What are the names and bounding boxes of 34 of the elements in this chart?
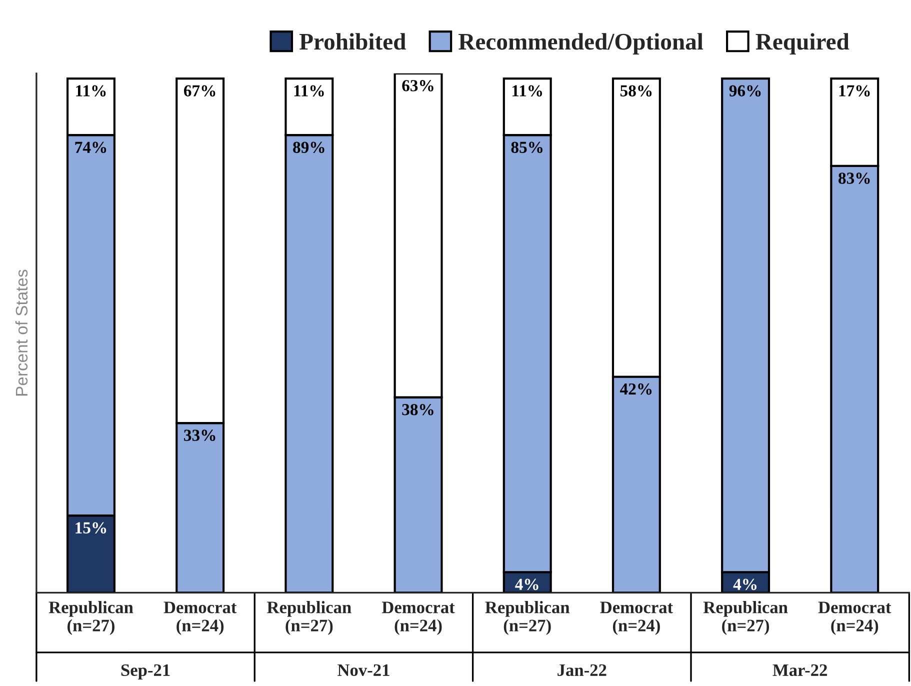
x-tick-label: Democrat (n=24) — [164, 602, 237, 635]
y-axis-title: Percent of States — [15, 270, 28, 396]
data-label: 11% — [294, 85, 324, 96]
legend-label: Required — [756, 33, 850, 55]
data-label: 38% — [402, 404, 434, 416]
text: Mar-22 — [772, 664, 827, 676]
data-label: 42% — [620, 383, 652, 395]
x-tick-label: Republican (n=27) — [703, 601, 788, 635]
x-tick-label: Democrat (n=24) — [600, 602, 673, 635]
data-label: 89% — [293, 142, 324, 154]
data-label: 11% — [76, 85, 106, 96]
x-tick-label: Republican (n=27) — [267, 601, 352, 635]
data-label: 15% — [76, 522, 106, 534]
data-label: 11% — [512, 85, 542, 96]
x-tick-label: Democrat (n=24) — [382, 602, 455, 635]
data-label: 63% — [402, 80, 434, 92]
data-label: 96% — [729, 85, 761, 96]
text: Jan-22 — [558, 664, 606, 676]
data-label: 74% — [75, 142, 106, 154]
text: Sep-21 — [121, 664, 170, 680]
x-tick-label: Democrat (n=24) — [818, 602, 892, 635]
data-label: 83% — [838, 172, 870, 184]
data-label: 85% — [511, 142, 542, 154]
text: Nov-21 — [338, 664, 390, 676]
legend-label: Prohibited — [299, 33, 406, 50]
data-label: 58% — [620, 85, 652, 96]
data-label: 17% — [839, 85, 870, 96]
data-label: 33% — [184, 430, 216, 441]
x-tick-label: Republican (n=27) — [485, 601, 570, 635]
data-label: 4% — [733, 578, 756, 590]
data-label: 4% — [515, 578, 538, 590]
legend-label: Recommended/Optional — [458, 33, 704, 55]
x-tick-label: Republican (n=27) — [48, 601, 134, 635]
data-label: 67% — [184, 85, 216, 96]
